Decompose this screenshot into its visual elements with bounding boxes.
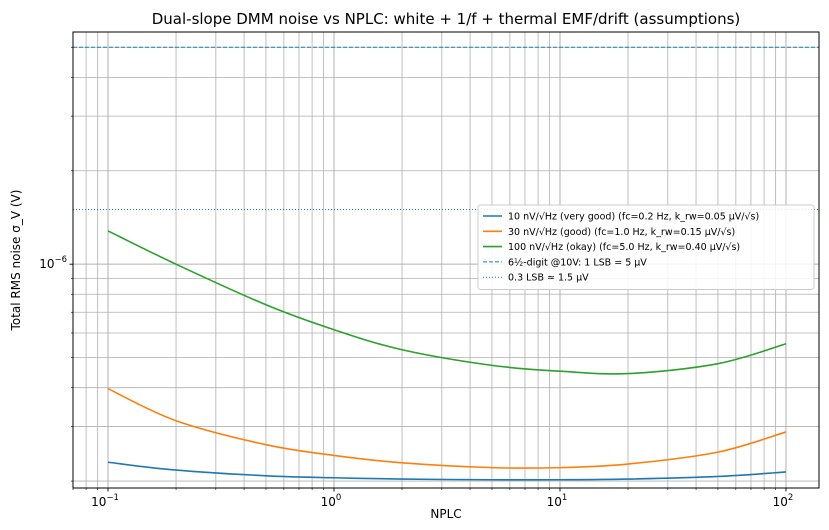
x-tick-label: 102 xyxy=(773,493,794,509)
y-tick-label: 10−6 xyxy=(39,255,67,271)
series-line xyxy=(107,387,787,469)
plot-area-frame xyxy=(72,31,820,489)
legend-label: 10 nV/√Hz (very good) (fc=0.2 Hz, k_rw=0… xyxy=(508,212,759,223)
x-axis-label: NPLC xyxy=(430,507,461,521)
y-axis-label: Total RMS noise σ_V (V) xyxy=(9,190,23,332)
axis-ticks: 10−1 100 101 102 10−6 xyxy=(39,46,794,509)
x-tick-label: 100 xyxy=(321,493,342,509)
legend: 10 nV/√Hz (very good) (fc=0.2 Hz, k_rw=0… xyxy=(477,204,815,290)
legend-label: 100 nV/√Hz (okay) (fc=5.0 Hz, k_rw=0.40 … xyxy=(508,242,740,253)
legend-label: 0.3 LSB ≈ 1.5 µV xyxy=(508,273,589,284)
legend-label: 30 nV/√Hz (good) (fc=1.0 Hz, k_rw=0.15 µ… xyxy=(508,227,735,238)
legend-label: 6½-digit @10V: 1 LSB = 5 µV xyxy=(508,257,647,268)
series-line xyxy=(107,461,787,481)
series-group xyxy=(107,230,787,481)
series-line xyxy=(107,230,787,375)
chart-title: Dual-slope DMM noise vs NPLC: white + 1/… xyxy=(152,10,741,28)
x-tick-label: 10−1 xyxy=(91,493,119,509)
legend-box xyxy=(477,204,815,290)
x-tick-label: 101 xyxy=(547,493,568,509)
